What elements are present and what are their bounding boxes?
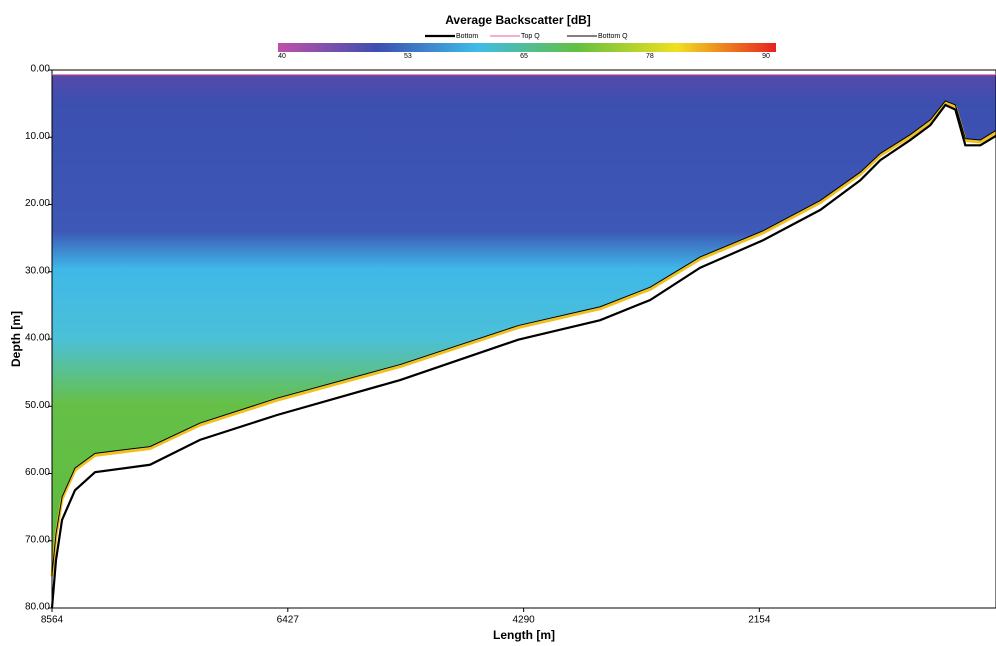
colorbar-tick-label: 78 — [646, 53, 654, 60]
y-tick-label: 0.00 — [31, 64, 51, 75]
legend-label: Top Q — [521, 33, 540, 40]
x-tick-label: 8564 — [41, 615, 64, 626]
backscatter-fill — [52, 74, 996, 575]
x-tick-label: 6427 — [277, 615, 300, 626]
y-tick-label: 30.00 — [25, 265, 50, 276]
x-tick-label: 4290 — [512, 615, 535, 626]
colorbar-tick-label: 65 — [520, 53, 528, 60]
high-backscatter-band — [50, 101, 996, 577]
colorbar-tick-label: 53 — [404, 53, 412, 60]
series-line — [51, 100, 996, 575]
y-tick-label: 20.00 — [25, 198, 50, 209]
legend-label: Bottom Q — [598, 33, 628, 40]
colorbar — [278, 43, 776, 52]
y-tick-label: 70.00 — [25, 534, 50, 545]
y-tick-label: 60.00 — [25, 467, 50, 478]
colorbar-tick-label: 40 — [278, 53, 286, 60]
y-axis-label: Depth [m] — [9, 311, 23, 367]
y-tick-label: 80.00 — [25, 602, 50, 613]
legend-label: Bottom — [456, 33, 478, 40]
series-line — [50, 103, 996, 609]
colorbar-tick-label: 90 — [762, 53, 770, 60]
x-tick-label: 2154 — [748, 615, 771, 626]
y-tick-label: 50.00 — [25, 400, 50, 411]
y-tick-label: 10.00 — [25, 131, 50, 142]
chart-title: Average Backscatter [dB] — [445, 13, 591, 27]
x-axis-label: Length [m] — [493, 628, 555, 642]
y-tick-label: 40.00 — [25, 333, 50, 344]
